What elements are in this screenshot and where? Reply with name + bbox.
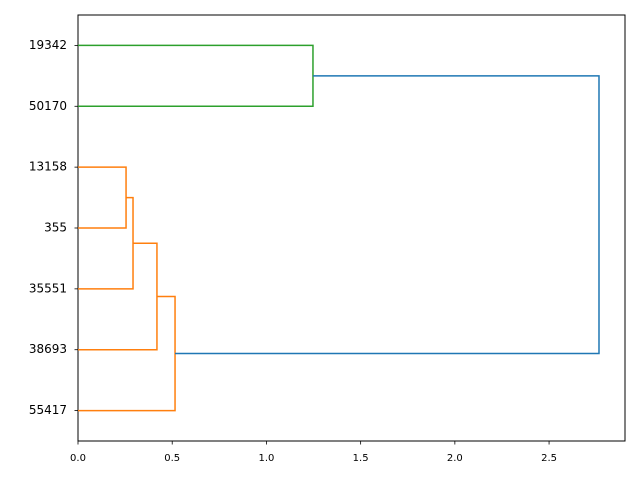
dendrogram-link <box>78 295 176 412</box>
dendrogram-link <box>78 196 134 290</box>
dendrogram-link <box>78 44 314 108</box>
dendrogram-link <box>175 75 600 355</box>
leaf-label: 355 <box>44 221 67 235</box>
leaf-label: 55417 <box>29 403 67 417</box>
dendrogram-link <box>78 242 158 351</box>
leaf-label: 19342 <box>29 38 67 52</box>
leaf-label: 13158 <box>29 160 67 174</box>
x-tick-label: 2.0 <box>447 453 463 464</box>
x-tick-label: 0.0 <box>70 453 86 464</box>
leaf-label: 35551 <box>29 281 67 295</box>
leaf-label: 50170 <box>29 99 67 113</box>
x-tick-label: 1.0 <box>258 453 274 464</box>
axes-frame <box>77 14 626 442</box>
leaf-label: 38693 <box>29 342 67 356</box>
dendrogram-link <box>78 166 127 229</box>
x-tick-label: 2.5 <box>541 453 557 464</box>
x-tick-label: 0.5 <box>164 453 180 464</box>
x-tick-label: 1.5 <box>353 453 369 464</box>
